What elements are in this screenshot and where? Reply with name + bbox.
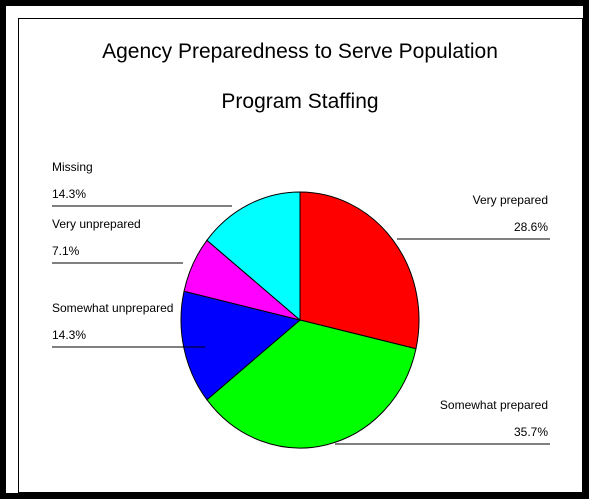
slice-value-label: 7.1% <box>52 244 80 258</box>
pie-slice-missing <box>206 191 301 322</box>
slice-label: Missing <box>52 160 93 174</box>
pie-slice-somewhat-unprepared <box>180 290 302 401</box>
pie-slice-very-prepared <box>299 191 420 350</box>
slice-label: Somewhat unprepared <box>52 301 173 315</box>
slice-labels: Very prepared 28.6% Somewhat prepared 35.7%… <box>52 160 550 445</box>
chart-subtitle: Program Staffing <box>221 90 378 113</box>
pie-slices <box>180 191 420 449</box>
slice-label: Somewhat prepared <box>440 398 548 412</box>
slice-value-label: 28.6% <box>514 220 548 234</box>
slice-label: Very unprepared <box>52 217 141 231</box>
slice-value-label: 14.3% <box>52 328 86 342</box>
chart-title: Agency Preparedness to Serve Population <box>102 40 498 63</box>
slice-label: Very prepared <box>473 193 548 207</box>
slice-value-label: 14.3% <box>52 187 86 201</box>
slice-value-label: 35.7% <box>514 425 548 439</box>
pie-slice-somewhat-prepared <box>206 319 417 449</box>
chart-inner-border <box>18 18 583 493</box>
